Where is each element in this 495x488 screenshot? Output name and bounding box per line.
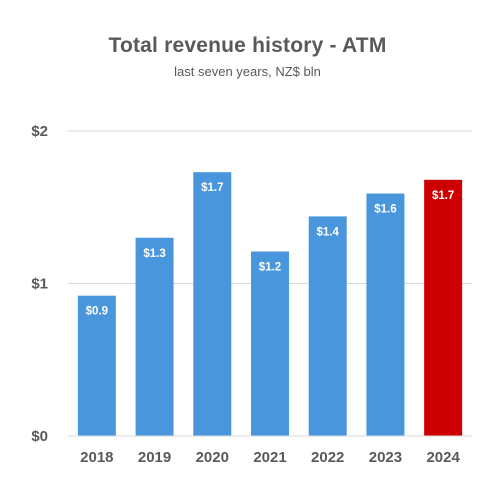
data-label: $1.4	[317, 226, 340, 238]
x-tick-label: 2022	[311, 449, 344, 466]
x-tick-label: 2023	[369, 449, 402, 466]
x-tick-label: 2024	[426, 449, 460, 466]
data-label: $1.7	[432, 190, 454, 202]
data-label: $0.9	[86, 306, 108, 318]
x-tick-label: 2020	[196, 449, 229, 466]
bar-2022	[308, 216, 347, 436]
bar-2024	[424, 179, 463, 437]
y-tick-label: $0	[31, 428, 48, 445]
bar-2020	[193, 172, 232, 437]
x-tick-label: 2019	[138, 449, 171, 466]
chart-title: Total revenue history - ATM	[108, 34, 387, 57]
bar-2021	[251, 251, 289, 436]
x-tick-label: 2021	[253, 449, 286, 466]
data-label: $1.2	[259, 261, 281, 273]
y-tick-label: $2	[31, 123, 48, 140]
data-label: $1.7	[201, 182, 223, 194]
y-tick-label: $1	[31, 276, 48, 293]
chart-subtitle: last seven years, NZ$ bln	[174, 64, 321, 79]
bar-2018	[77, 295, 116, 436]
x-tick-label: 2018	[80, 449, 113, 466]
data-label: $1.3	[143, 248, 165, 260]
bar-2023	[366, 193, 405, 436]
data-label: $1.6	[374, 204, 396, 216]
bar-2019	[135, 237, 174, 436]
